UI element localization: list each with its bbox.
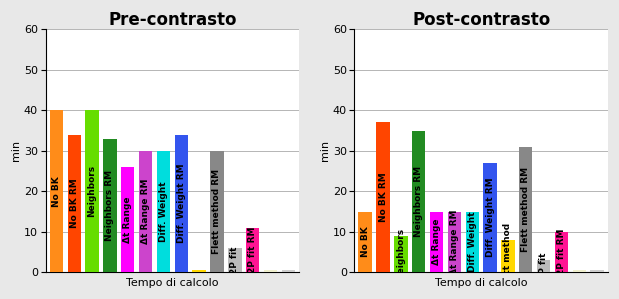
Bar [139, 151, 152, 272]
Bar [358, 212, 372, 272]
X-axis label: Tempo di calcolo: Tempo di calcolo [435, 278, 527, 288]
Bar [412, 131, 425, 272]
Bar [157, 151, 170, 272]
Bar [501, 240, 514, 272]
Text: No BK: No BK [361, 227, 370, 257]
Bar [282, 270, 295, 272]
Text: 2P fit RM: 2P fit RM [248, 227, 257, 273]
Text: Diff. Weight: Diff. Weight [468, 212, 477, 272]
Text: No BK RM: No BK RM [378, 173, 387, 222]
X-axis label: Tempo di calcolo: Tempo di calcolo [126, 278, 219, 288]
Title: Pre-contrasto: Pre-contrasto [108, 11, 236, 29]
Bar [50, 110, 63, 272]
Text: Neighbors: Neighbors [87, 165, 97, 217]
Y-axis label: min: min [11, 140, 21, 161]
Bar [246, 228, 259, 272]
Bar [465, 212, 479, 272]
Text: Flett method RM: Flett method RM [212, 169, 222, 254]
Text: Neighbors RM: Neighbors RM [414, 166, 423, 237]
Bar [85, 110, 99, 272]
Bar [376, 123, 390, 272]
Text: Δt Range RM: Δt Range RM [141, 179, 150, 244]
Text: Flett method: Flett method [503, 223, 513, 289]
Text: Flett method RM: Flett method RM [521, 167, 530, 252]
Text: Diff. Weight RM: Diff. Weight RM [177, 164, 186, 243]
Text: 2P fit: 2P fit [539, 253, 548, 280]
Bar [193, 270, 206, 272]
Bar [448, 212, 461, 272]
Bar [228, 248, 241, 272]
Title: Post-contrasto: Post-contrasto [412, 11, 550, 29]
Text: Neighbors RM: Neighbors RM [105, 170, 115, 241]
Text: Diff. Weight RM: Diff. Weight RM [485, 178, 495, 257]
Text: No BK: No BK [52, 176, 61, 207]
Bar [430, 212, 443, 272]
Bar [555, 232, 568, 272]
Y-axis label: min: min [320, 140, 330, 161]
Bar [103, 139, 116, 272]
Bar [175, 135, 188, 272]
Bar [394, 236, 407, 272]
Bar [67, 135, 81, 272]
Text: 2P fit RM: 2P fit RM [557, 229, 566, 275]
Text: Diff. Weight: Diff. Weight [159, 181, 168, 242]
Text: Δt Range: Δt Range [123, 196, 132, 243]
Bar [573, 270, 586, 272]
Bar [483, 163, 497, 272]
Bar [121, 167, 134, 272]
Bar [210, 151, 223, 272]
Text: Δt Range RM: Δt Range RM [450, 209, 459, 275]
Text: Δt Range: Δt Range [432, 219, 441, 265]
Bar [537, 260, 550, 272]
Text: No BK RM: No BK RM [70, 179, 79, 228]
Bar [264, 270, 277, 272]
Bar [591, 270, 604, 272]
Text: Neighbors: Neighbors [396, 228, 405, 280]
Text: 2P fit: 2P fit [230, 246, 240, 274]
Bar [519, 147, 532, 272]
